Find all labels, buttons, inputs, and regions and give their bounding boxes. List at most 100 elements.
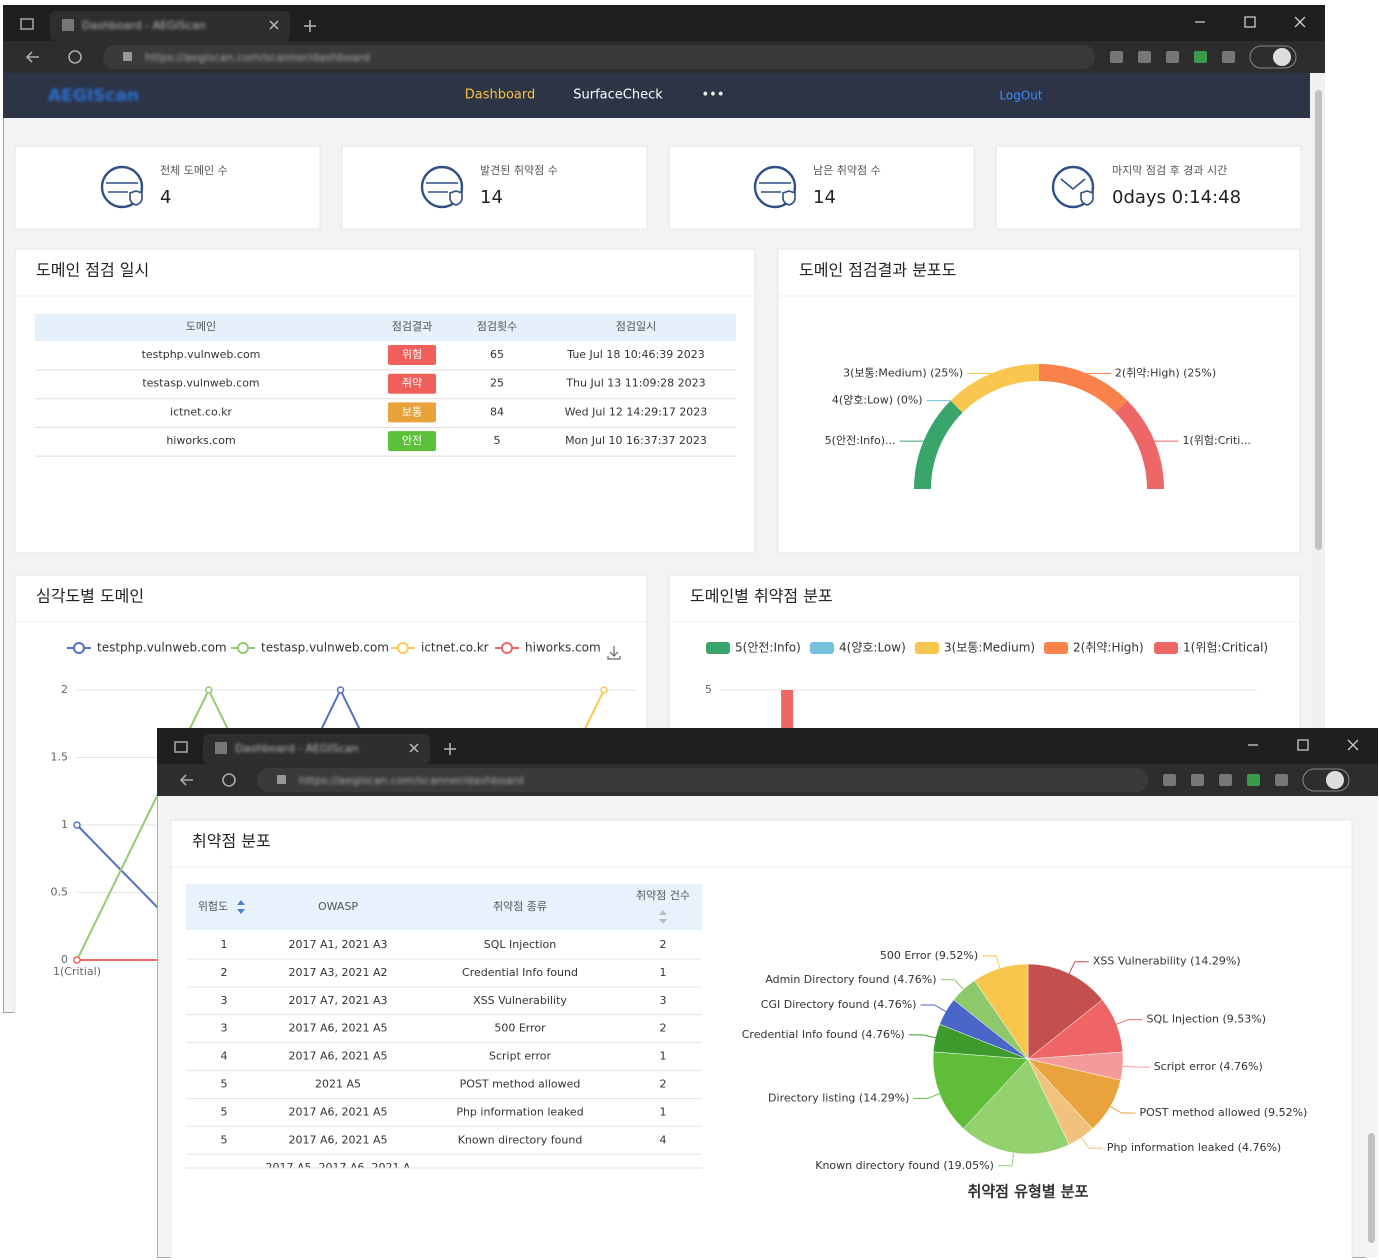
toolbar-icon[interactable]	[1247, 774, 1260, 786]
toolbar-icon[interactable]	[1275, 774, 1288, 786]
tab[interactable]	[50, 11, 290, 41]
gauge-segment	[1039, 364, 1128, 413]
legend-swatch	[1044, 642, 1068, 654]
stat-label: 남은 취약점 수	[813, 163, 881, 177]
y-tick-label: 2	[61, 683, 68, 696]
stat-icon	[420, 165, 464, 209]
address-bar[interactable]	[257, 768, 1148, 792]
tab-close[interactable]	[269, 20, 279, 30]
table-cell: 1	[221, 938, 228, 951]
tab-favicon	[62, 19, 74, 31]
download-icon[interactable]	[607, 646, 621, 660]
logout-link[interactable]: LogOut	[999, 89, 1042, 103]
tab[interactable]	[203, 734, 430, 764]
table-cell: Credential Info found	[462, 966, 578, 979]
stat-value: 14	[480, 187, 503, 208]
nav-link[interactable]: SurfaceCheck	[573, 88, 663, 103]
legend-label[interactable]: 5(안전:Info)	[735, 641, 801, 655]
pie-slice	[1027, 963, 1103, 1060]
stat-label: 마지막 점검 후 경과 시간	[1112, 164, 1227, 177]
stat-icon	[1051, 165, 1095, 209]
legend-marker	[237, 642, 249, 654]
table-cell: 5	[221, 1105, 228, 1118]
legend-swatch	[810, 642, 834, 654]
table-header	[186, 884, 702, 930]
tab-favicon	[215, 742, 227, 754]
table-cell: 2	[221, 966, 228, 979]
profile-button[interactable]	[1249, 45, 1297, 69]
brand: AEGIScan	[48, 86, 139, 106]
toolbar-icon[interactable]	[1222, 51, 1235, 63]
table-cell: POST method allowed	[460, 1078, 581, 1091]
toolbar-icon[interactable]	[1194, 51, 1207, 63]
legend-label[interactable]: 4(양호:Low)	[839, 641, 906, 655]
panel-title: 도메인 점검 일시	[36, 261, 149, 280]
close-window[interactable]	[1347, 739, 1359, 751]
nav-link[interactable]: •••	[701, 88, 724, 103]
data-point	[205, 686, 213, 694]
table-header-cell: 점검횟수	[477, 320, 517, 333]
legend-swatch	[1154, 642, 1178, 654]
slice-label: SQL Injection (9.53%)	[1147, 1013, 1266, 1026]
label-line	[1116, 1019, 1143, 1025]
legend-label[interactable]: 3(보통:Medium)	[944, 641, 1035, 655]
toolbar-icon[interactable]	[1166, 51, 1179, 63]
lock-icon	[277, 775, 286, 784]
toolbar-icon[interactable]	[1219, 774, 1232, 786]
table-header-cell[interactable]: 위험도	[198, 900, 228, 913]
table-cell: 4	[221, 1050, 228, 1063]
slice-label: Known directory found (19.05%)	[815, 1159, 994, 1172]
panel-title: 심각도별 도메인	[36, 587, 144, 606]
sort-icon[interactable]	[237, 900, 245, 914]
table-header-cell[interactable]: 취약점 건수	[636, 888, 690, 902]
profile-button[interactable]	[1302, 768, 1350, 792]
maximize[interactable]	[1297, 739, 1309, 751]
legend-label[interactable]: 2(취약:High)	[1073, 640, 1144, 655]
table-cell: 2017 A7, 2021 A3	[288, 994, 387, 1007]
scrollbar-thumb[interactable]	[1315, 90, 1322, 550]
scrollbar-thumb[interactable]	[1368, 1133, 1375, 1243]
legend-label[interactable]: hiworks.com	[525, 641, 601, 655]
legend-label[interactable]: testphp.vulnweb.com	[97, 641, 227, 655]
table-cell: 2017 A6, 2021 A5	[288, 1133, 387, 1146]
table-cell: 4	[660, 1133, 667, 1146]
label-line	[1081, 1137, 1103, 1149]
pie-slice	[963, 1058, 1070, 1155]
nav-link[interactable]: Dashboard	[465, 88, 536, 103]
y-tick-label: 5	[705, 683, 712, 696]
new-tab[interactable]	[444, 743, 456, 755]
table-cell: 2017 A6, 2021 A5	[288, 1022, 387, 1035]
label-line	[997, 1152, 1015, 1167]
new-tab[interactable]	[304, 20, 316, 32]
legend-marker	[397, 642, 409, 654]
table-cell: Known directory found	[458, 1133, 583, 1146]
address-bar[interactable]	[103, 45, 1095, 69]
stat-icon-detail	[106, 182, 138, 193]
table-cell: 2017 A5, 2017 A6, 2021 A	[265, 1161, 411, 1174]
stat-icon-detail	[759, 182, 791, 193]
back-button[interactable]	[25, 51, 39, 63]
maximize[interactable]	[1244, 16, 1256, 28]
toolbar-icon[interactable]	[1138, 51, 1151, 63]
reload-button[interactable]	[222, 773, 236, 787]
x-tick-label: 1(Critial)	[53, 965, 101, 978]
y-tick-label: 0.5	[51, 886, 69, 899]
table-cell: 65	[490, 348, 504, 361]
slice-label: Php information leaked (4.76%)	[1107, 1141, 1281, 1154]
sort-icon[interactable]	[659, 910, 667, 924]
toolbar-icon[interactable]	[1163, 774, 1176, 786]
status-text: 보통	[402, 405, 422, 418]
toolbar-icon[interactable]	[1110, 51, 1123, 63]
reload-button[interactable]	[68, 50, 82, 64]
table-cell: 2017 A3, 2021 A2	[288, 966, 387, 979]
legend-label[interactable]: 1(위험:Critical)	[1183, 641, 1268, 655]
table-cell: Thu Jul 13 11:09:28 2023	[565, 377, 705, 390]
panel	[341, 145, 648, 230]
back-button[interactable]	[179, 774, 193, 786]
tab-close[interactable]	[409, 743, 419, 753]
legend-label[interactable]: ictnet.co.kr	[421, 641, 489, 655]
close-window[interactable]	[1294, 16, 1306, 28]
toolbar-icon[interactable]	[1191, 774, 1204, 786]
legend-label[interactable]: testasp.vulnweb.com	[261, 641, 389, 655]
